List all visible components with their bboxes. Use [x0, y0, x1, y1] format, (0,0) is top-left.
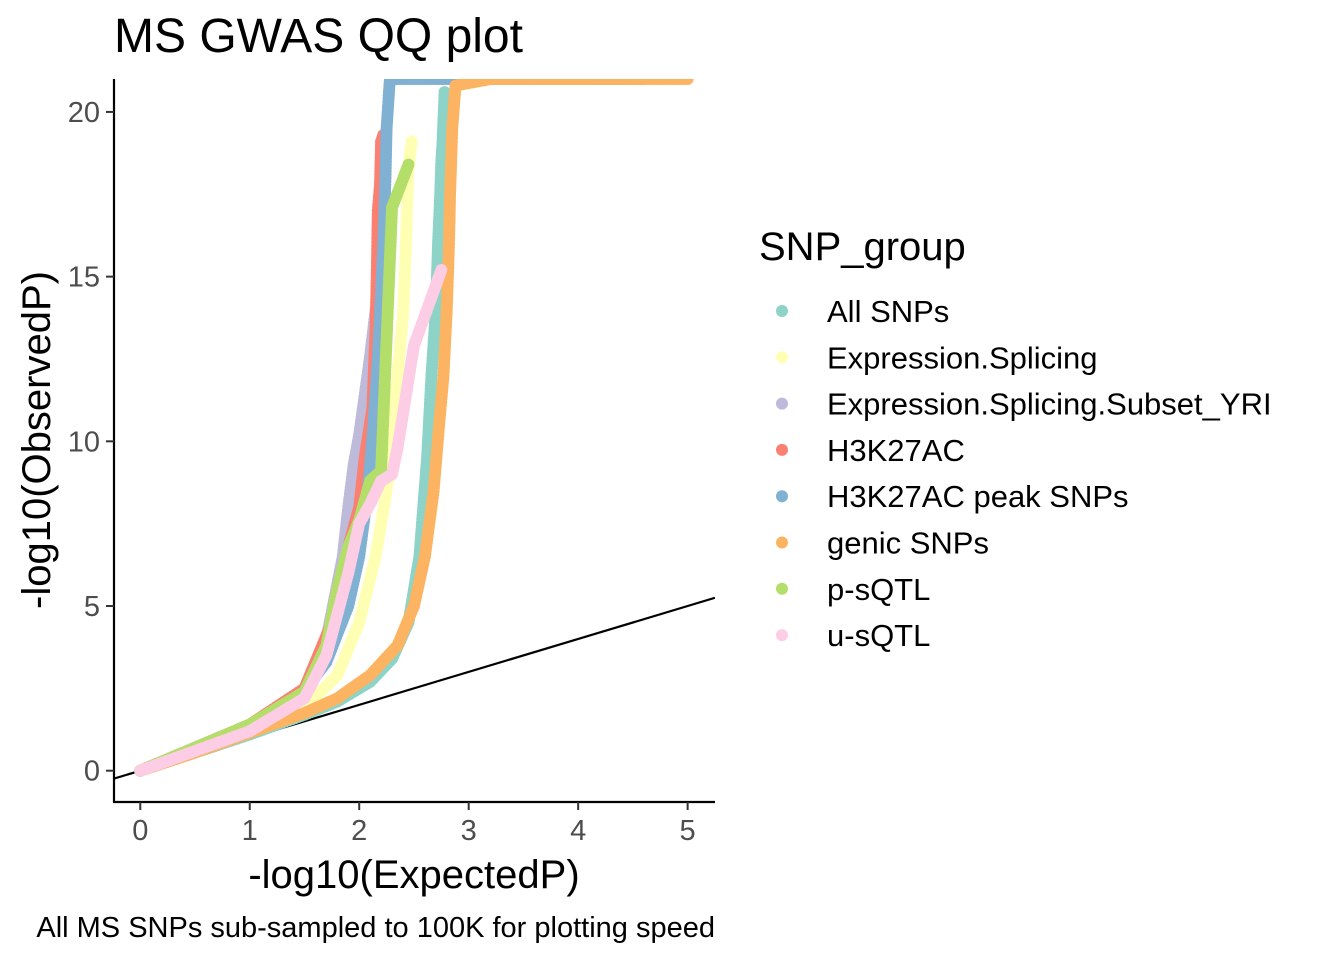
data-point: [681, 79, 694, 85]
x-tick-label: 4: [570, 815, 586, 847]
legend-entry: All SNPs: [776, 294, 949, 329]
legend-key: [776, 443, 788, 456]
y-tick-label: 5: [84, 591, 100, 623]
y-axis-title: -log10(ObservedP): [15, 271, 59, 609]
legend-label: u-sQTL: [827, 618, 930, 653]
y-tick-label: 0: [84, 756, 100, 788]
legend-entry: genic SNPs: [776, 526, 989, 561]
legend-entry: Expression.Splicing.Subset_YRI: [776, 387, 1272, 422]
legend-entry: Expression.Splicing: [776, 340, 1098, 375]
data-point: [405, 135, 418, 148]
x-tick-label: 1: [242, 815, 258, 847]
legend-label: All SNPs: [827, 294, 949, 329]
legend-title: SNP_group: [759, 225, 966, 269]
x-tick-label: 2: [351, 815, 367, 847]
legend-key: [776, 305, 788, 317]
y-tick-label: 20: [68, 97, 100, 129]
x-tick-label: 0: [132, 815, 148, 847]
legend-entry: p-sQTL: [776, 572, 930, 607]
x-tick-label: 5: [680, 815, 696, 847]
data-point: [435, 264, 448, 277]
legend-key: [776, 397, 788, 410]
legend-entry: H3K27AC: [776, 433, 965, 468]
legend-label: p-sQTL: [827, 572, 930, 607]
legend-entry: u-sQTL: [776, 618, 930, 653]
y-tick-label: 10: [68, 426, 100, 458]
legend-label: Expression.Splicing.Subset_YRI: [827, 387, 1272, 422]
data-point: [438, 86, 451, 99]
data-point: [402, 158, 415, 171]
x-axis-title: -log10(ExpectedP): [248, 853, 579, 897]
legend-label: H3K27AC peak SNPs: [827, 479, 1129, 514]
chart-caption: All MS SNPs sub-sampled to 100K for plot…: [36, 912, 715, 944]
chart-title: MS GWAS QQ plot: [114, 10, 523, 63]
legend-key: [776, 490, 788, 503]
legend-label: genic SNPs: [827, 526, 989, 561]
legend-entry: H3K27AC peak SNPs: [776, 479, 1129, 514]
legend-key: [776, 582, 788, 595]
legend-label: H3K27AC: [827, 433, 965, 468]
x-tick-label: 3: [461, 815, 477, 847]
series-u-sqtl: [134, 264, 448, 777]
legend-key: [776, 536, 788, 549]
y-tick-label: 15: [68, 262, 100, 294]
legend-key: [776, 351, 788, 364]
legend-label: Expression.Splicing: [827, 340, 1098, 375]
legend-key: [776, 629, 788, 642]
